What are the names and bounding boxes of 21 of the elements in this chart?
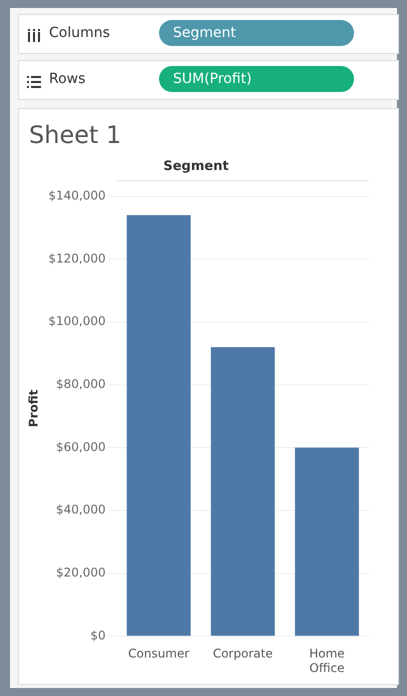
text: Rows xyxy=(49,71,86,87)
y-tick-label: $20,000 xyxy=(56,565,106,580)
x-axis-title: Segment xyxy=(163,159,229,174)
text: SUM(Profit) xyxy=(159,66,354,92)
y-tick-label: $60,000 xyxy=(56,440,106,454)
text: Segment xyxy=(159,20,354,46)
y-tick-label: $80,000 xyxy=(56,376,106,391)
chart-title: Sheet 1 xyxy=(29,121,122,149)
y-tick-label: $40,000 xyxy=(56,502,106,517)
y-tick-label: $140,000 xyxy=(48,188,106,202)
y-tick-label: $0 xyxy=(90,628,106,642)
y-tick-label: $100,000 xyxy=(48,314,106,328)
y-axis-title: Profit xyxy=(26,389,40,428)
text: Columns xyxy=(49,25,110,41)
y-tick-label: $120,000 xyxy=(48,251,106,266)
bar xyxy=(294,448,359,636)
x-tick-label: Home Office xyxy=(309,646,345,675)
x-tick-label: Consumer xyxy=(128,646,190,661)
x-tick-label: Corporate xyxy=(212,646,273,661)
bar xyxy=(126,215,191,636)
bar xyxy=(210,347,275,636)
